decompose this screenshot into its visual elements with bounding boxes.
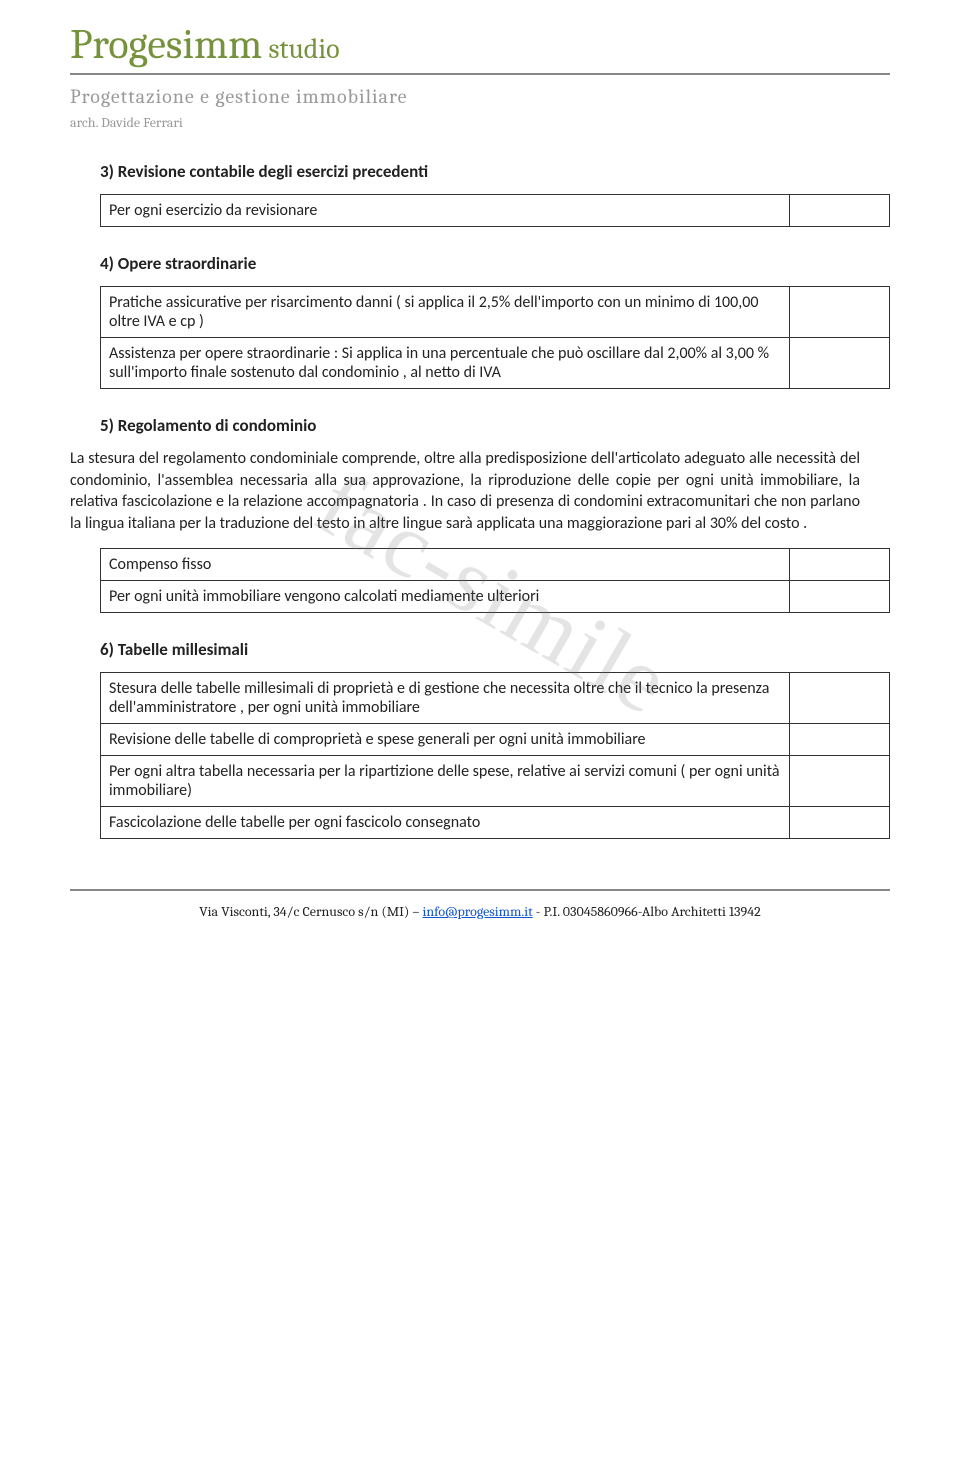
table-cell-text: Compenso fisso <box>101 549 790 581</box>
table-cell-value <box>790 673 890 724</box>
footer-text: Via Visconti, 34/c Cernusco s/n (MI) – i… <box>70 903 890 920</box>
table-row: Pratiche assicurative per risarcimento d… <box>101 287 890 338</box>
table-cell-value <box>790 287 890 338</box>
table-cell-value <box>790 581 890 613</box>
table-cell-text: Stesura delle tabelle millesimali di pro… <box>101 673 790 724</box>
section-5-title: 5) Regolamento di condominio <box>100 415 890 436</box>
table-row: Stesura delle tabelle millesimali di pro… <box>101 673 890 724</box>
table-row: Revisione delle tabelle di comproprietà … <box>101 724 890 756</box>
page: Progesimm studio Progettazione e gestion… <box>0 0 960 950</box>
section-6-table: Stesura delle tabelle millesimali di pro… <box>100 672 890 839</box>
table-cell-text: Revisione delle tabelle di comproprietà … <box>101 724 790 756</box>
logo-sub: studio <box>262 33 339 65</box>
footer: Via Visconti, 34/c Cernusco s/n (MI) – i… <box>70 889 890 920</box>
section-4-title: 4) Opere straordinarie <box>100 253 890 274</box>
table-cell-text: Fascicolazione delle tabelle per ogni fa… <box>101 807 790 839</box>
table-row: Per ogni unità immobiliare vengono calco… <box>101 581 890 613</box>
header-rule <box>70 73 890 75</box>
section-4-table: Pratiche assicurative per risarcimento d… <box>100 286 890 389</box>
table-cell-text: Per ogni esercizio da revisionare <box>101 195 790 227</box>
table-cell-text: Per ogni unità immobiliare vengono calco… <box>101 581 790 613</box>
table-row: Fascicolazione delle tabelle per ogni fa… <box>101 807 890 839</box>
table-row: Per ogni altra tabella necessaria per la… <box>101 756 890 807</box>
footer-prefix: Via Visconti, 34/c Cernusco s/n (MI) – <box>199 903 422 920</box>
table-cell-text: Pratiche assicurative per risarcimento d… <box>101 287 790 338</box>
section-5-body: La stesura del regolamento condominiale … <box>70 448 860 534</box>
table-cell-value <box>790 756 890 807</box>
table-cell-text: Per ogni altra tabella necessaria per la… <box>101 756 790 807</box>
section-3-title: 3) Revisione contabile degli esercizi pr… <box>100 161 890 182</box>
section-3-table: Per ogni esercizio da revisionare <box>100 194 890 227</box>
table-cell-value <box>790 338 890 389</box>
footer-email-link[interactable]: info@progesimm.it <box>422 903 532 920</box>
table-cell-text: Assistenza per opere straordinarie : Si … <box>101 338 790 389</box>
table-cell-value <box>790 807 890 839</box>
author: arch. Davide Ferrari <box>70 114 890 131</box>
table-cell-value <box>790 195 890 227</box>
table-row: Per ogni esercizio da revisionare <box>101 195 890 227</box>
table-cell-value <box>790 549 890 581</box>
table-row: Compenso fisso <box>101 549 890 581</box>
logo-main: Progesimm <box>70 20 262 69</box>
logo: Progesimm studio <box>70 20 890 69</box>
table-cell-value <box>790 724 890 756</box>
section-6-title: 6) Tabelle millesimali <box>100 639 890 660</box>
tagline: Progettazione e gestione immobiliare <box>70 85 890 108</box>
section-5-table: Compenso fisso Per ogni unità immobiliar… <box>100 548 890 613</box>
table-row: Assistenza per opere straordinarie : Si … <box>101 338 890 389</box>
footer-suffix: - P.I. 03045860966-Albo Architetti 13942 <box>533 903 761 920</box>
footer-rule <box>70 889 890 891</box>
